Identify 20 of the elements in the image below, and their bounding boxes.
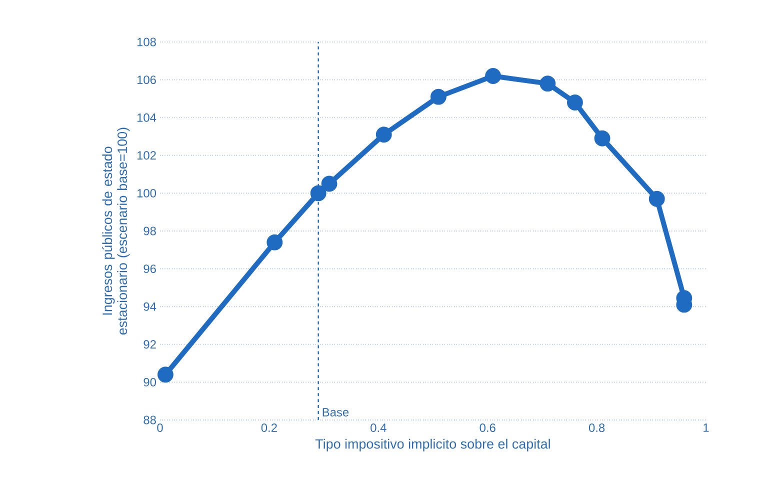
- x-tick-label: 0.2: [261, 424, 277, 432]
- y-tick-label: 102: [137, 151, 156, 160]
- x-tick-label: 0.4: [370, 424, 386, 432]
- y-tick-label: 90: [144, 378, 156, 386]
- y-tick-label: 92: [144, 340, 156, 349]
- x-tick-label: 1: [704, 424, 709, 432]
- ref-line-label: Base: [322, 408, 349, 416]
- y-axis-title: Ingresos públicos de estado estacionario (escenario base=100): [102, 128, 130, 335]
- y-tick-label: 100: [137, 188, 156, 198]
- y-tick-label: 108: [137, 38, 156, 46]
- y-tick-label: 88: [144, 416, 156, 424]
- y-tick-label: 104: [137, 113, 156, 122]
- x-axis-title: Tipo impositivo implicito sobre el capital: [315, 438, 550, 452]
- y-tick-label: 94: [144, 302, 156, 311]
- x-tick-label: 0: [157, 424, 163, 432]
- x-tick-label: 0.6: [480, 424, 496, 432]
- y-tick-label: 96: [144, 264, 156, 274]
- x-tick-label: 0.8: [588, 424, 605, 432]
- y-tick-label: 106: [137, 76, 156, 84]
- y-tick-label: 98: [144, 226, 156, 236]
